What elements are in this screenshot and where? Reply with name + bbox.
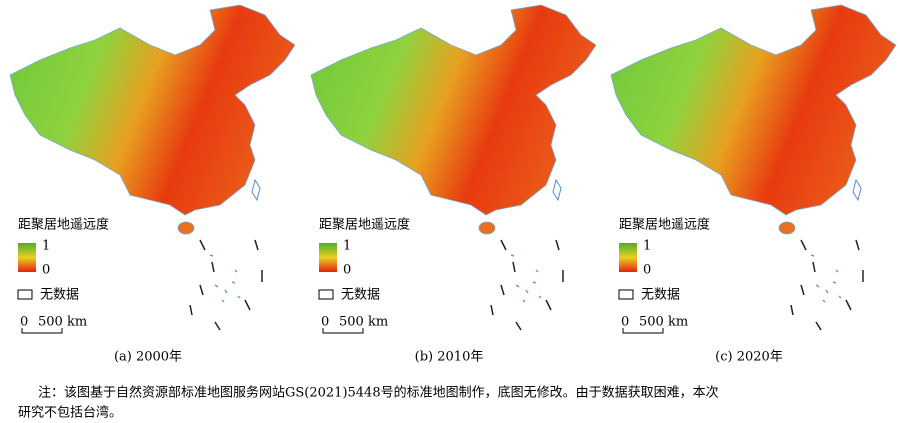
- legend-colorbar: [619, 243, 637, 272]
- legend-title: 距聚居地遥远度: [619, 217, 710, 233]
- legend-min: 0: [343, 263, 351, 278]
- note-line: 注：该图基于自然资源部标准地图服务网站GS(2021)5448号的标准地图制作，…: [38, 385, 719, 401]
- china-map: [310, 4, 597, 331]
- scale-distance: 500 km: [639, 315, 688, 330]
- scale-bar: [322, 328, 364, 334]
- legend-colorbar: [319, 243, 337, 272]
- china-map: [610, 4, 897, 331]
- panel-caption: (b) 2010年: [415, 350, 484, 365]
- scale-zero: 0: [20, 315, 28, 330]
- scale-distance: 500 km: [339, 315, 388, 330]
- china-map: [9, 4, 296, 331]
- legend-colorbar: [18, 243, 36, 272]
- map-panel: 距聚居地遥远度 1 0 无数据 0 500 km (a) 2000年: [9, 4, 296, 365]
- no-data-swatch: [618, 289, 634, 300]
- legend-max: 1: [343, 239, 351, 254]
- map-panel: 距聚居地遥远度 1 0 无数据 0 500 km (b) 2010年: [310, 4, 597, 365]
- no-data-label: 无数据: [40, 288, 79, 303]
- scale-zero: 0: [321, 315, 329, 330]
- legend-max: 1: [42, 239, 50, 254]
- legend-min: 0: [42, 263, 50, 278]
- no-data-label: 无数据: [341, 288, 380, 303]
- panel-caption: (a) 2000年: [114, 350, 182, 365]
- scale-bar: [622, 328, 664, 334]
- legend-title: 距聚居地遥远度: [18, 217, 109, 233]
- legend-title: 距聚居地遥远度: [319, 217, 410, 233]
- legend-min: 0: [643, 263, 651, 278]
- map-panel: 距聚居地遥远度 1 0 无数据 0 500 km (c) 2020年: [610, 4, 897, 365]
- note-line: 研究不包括台湾。: [18, 405, 122, 421]
- panel-caption: (c) 2020年: [715, 350, 783, 365]
- scale-distance: 500 km: [38, 315, 87, 330]
- no-data-label: 无数据: [641, 288, 680, 303]
- no-data-swatch: [318, 289, 334, 300]
- scale-bar: [21, 328, 63, 334]
- no-data-swatch: [17, 289, 33, 300]
- legend-max: 1: [643, 239, 651, 254]
- scale-zero: 0: [621, 315, 629, 330]
